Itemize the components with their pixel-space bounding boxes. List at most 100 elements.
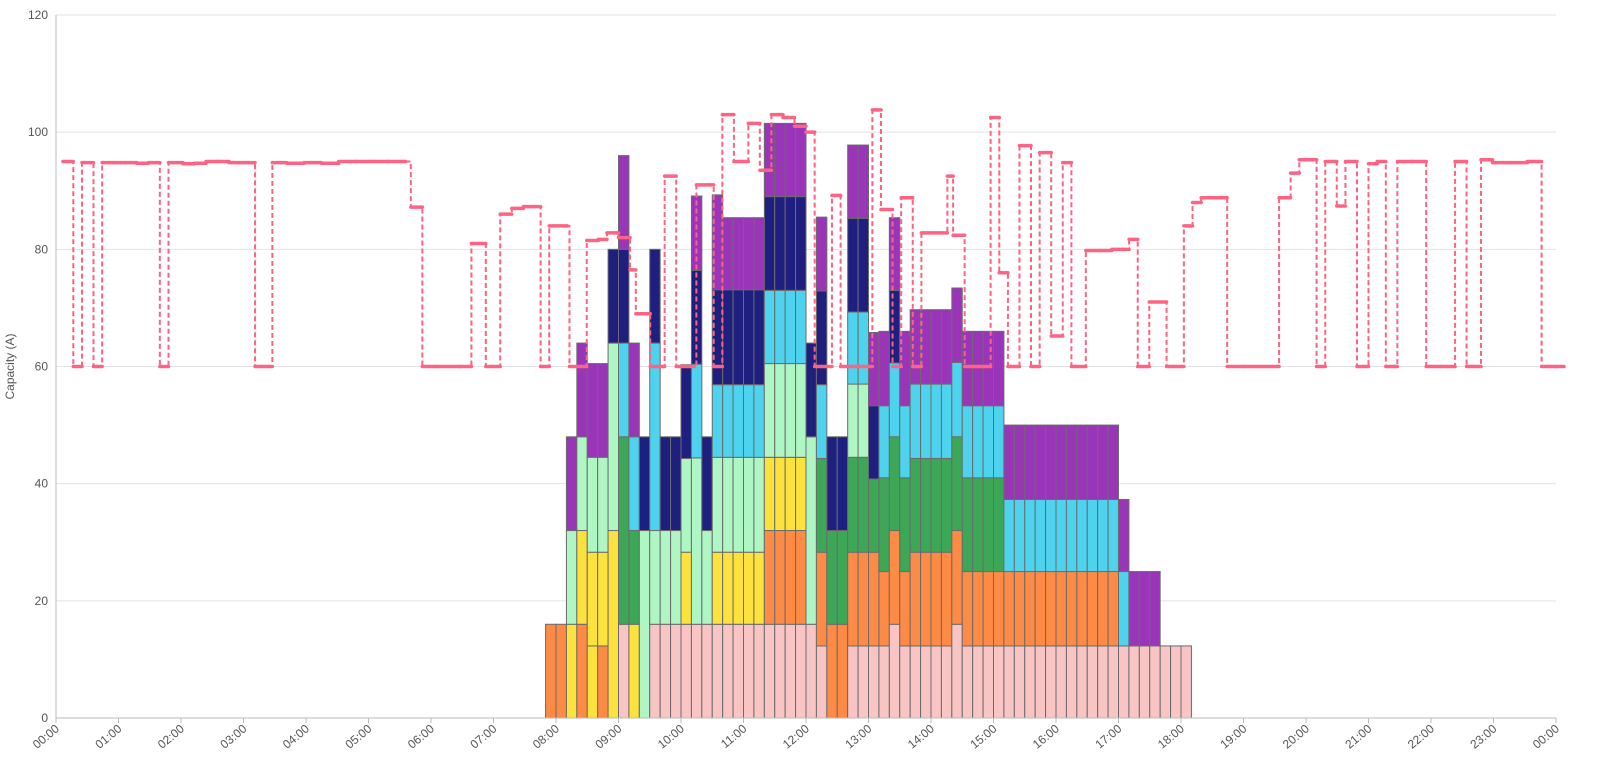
bar-segment-mint (659, 530, 672, 625)
bars-layer (545, 122, 1192, 719)
bar-segment-mint (732, 456, 745, 553)
bar-segment-navy (826, 436, 838, 532)
bar-segment-navy (763, 196, 776, 291)
x-tick-label: 03:00 (217, 721, 249, 751)
bar-segment-pink (868, 645, 880, 719)
bar-segment-orange (857, 551, 870, 647)
bar-segment-navy (774, 196, 786, 291)
bar-segment-pink (847, 645, 859, 719)
bar-segment-purple (565, 436, 578, 532)
bar-segment-pink (701, 623, 713, 719)
bar-segment-orange (847, 551, 859, 647)
bar-segment-blue (982, 405, 995, 479)
bar-segment-purple (868, 332, 880, 407)
bar-segment-blue (1024, 498, 1036, 573)
bar-segment-mint (763, 363, 776, 458)
bar-segment-navy (888, 289, 901, 364)
bar-segment-orange (993, 571, 1005, 647)
bar-segment-purple (1076, 424, 1088, 500)
bar-segment-blue (909, 383, 922, 459)
bar-segment-green (878, 477, 890, 573)
bar-segment-navy (753, 289, 765, 386)
x-tick-label: 20:00 (1280, 721, 1312, 751)
x-axis-ticks: 00:00 01:00 02:00 03:00 04:00 05:00 06:00 07:00… (30, 718, 1562, 752)
bar-segment-blue (1107, 498, 1120, 573)
y-axis-ticks: 0 20 40 60 80 100 120 (28, 8, 48, 725)
bar-segment-orange (1107, 571, 1120, 647)
bar-segment-orange (774, 530, 786, 625)
bar-segment-orange (576, 623, 588, 719)
bar-segment-purple (857, 144, 870, 219)
y-tick-label: 60 (35, 360, 49, 374)
bar-segment-purple (1149, 571, 1161, 647)
x-tick-label: 16:00 (1030, 721, 1062, 751)
bar-segment-blue (784, 289, 797, 365)
bar-segment-purple (732, 217, 745, 291)
y-tick-label: 120 (28, 8, 48, 22)
bar-segment-mint (607, 342, 620, 532)
x-tick-label: 07:00 (467, 721, 499, 751)
bar-segment-purple (1138, 571, 1151, 647)
bar-segment-orange (795, 530, 807, 625)
bar-segment-orange (888, 530, 901, 625)
bar-segment-purple (722, 217, 734, 291)
bar-segment-orange (1097, 571, 1109, 647)
bar-segment-navy (607, 248, 620, 344)
bar-segment-pink (722, 623, 734, 719)
bar-segment-pink (909, 645, 922, 719)
bar-segment-pink (878, 645, 890, 719)
bar-segment-mint (753, 456, 765, 553)
bar-segment-purple (1107, 424, 1120, 500)
bar-segment-green (972, 477, 984, 573)
bar-segment-purple (1055, 424, 1067, 500)
y-tick-label: 40 (35, 477, 49, 491)
bar-segment-purple (1045, 424, 1057, 500)
bar-segment-orange (836, 623, 849, 719)
bar-segment-purple (628, 342, 640, 438)
bar-segment-green (909, 457, 922, 553)
bar-segment-purple (576, 342, 588, 438)
bar-segment-blue (795, 289, 807, 365)
bar-segment-yellow (795, 456, 807, 532)
bar-segment-green (815, 457, 828, 553)
bar-segment-pink (743, 623, 755, 719)
bar-segment-purple (972, 330, 984, 407)
x-tick-label: 17:00 (1092, 721, 1124, 751)
bar-segment-green (628, 530, 640, 625)
bar-segment-mint (638, 530, 651, 719)
bar-segment-green (993, 477, 1005, 573)
bar-segment-green (888, 436, 901, 532)
bar-segment-orange (826, 623, 838, 719)
x-tick-label: 00:00 (30, 721, 62, 751)
bar-segment-pink (1024, 645, 1036, 719)
bar-segment-mint (795, 363, 807, 458)
bar-segment-mint (711, 456, 724, 553)
bar-segment-navy (743, 289, 755, 386)
bar-segment-blue (1086, 498, 1099, 573)
bar-segment-pink (649, 623, 661, 719)
bar-segment-yellow (763, 456, 776, 532)
bar-segment-blue (1118, 571, 1130, 647)
bar-segment-pink (1065, 645, 1078, 719)
bar-segment-orange (951, 530, 963, 625)
bar-segment-navy (659, 436, 672, 532)
bar-segment-yellow (743, 551, 755, 625)
bar-segment-yellow (576, 530, 588, 625)
bar-segment-mint (565, 530, 578, 625)
bar-segment-orange (1024, 571, 1036, 647)
bar-segment-navy (857, 217, 870, 313)
bar-segment-pink (784, 623, 797, 719)
bar-segment-pink (795, 623, 807, 719)
y-tick-label: 0 (41, 711, 48, 725)
bar-segment-orange (1003, 571, 1015, 647)
bar-segment-orange (1045, 571, 1057, 647)
bar-segment-mint (690, 457, 703, 625)
y-axis-title: Capacity (A) (3, 333, 17, 399)
x-tick-label: 13:00 (842, 721, 874, 751)
x-tick-label: 00:00 (1530, 721, 1562, 751)
bar-segment-pink (1034, 645, 1047, 719)
bar-segment-pink (753, 623, 765, 719)
bar-segment-pink (690, 623, 703, 719)
bar-segment-orange (940, 551, 953, 647)
bar-segment-blue (961, 405, 974, 479)
